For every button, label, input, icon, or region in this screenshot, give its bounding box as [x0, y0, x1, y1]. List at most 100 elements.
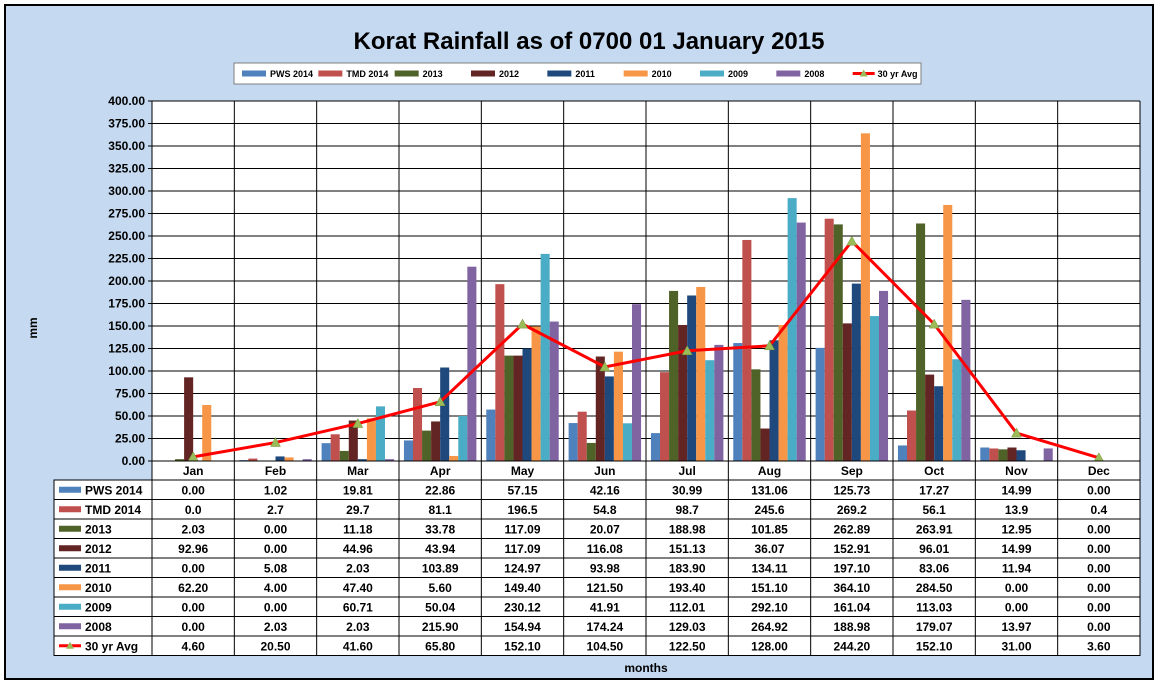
bar-2011 — [851, 283, 861, 461]
table-cell: 31.00 — [1001, 639, 1031, 653]
avg-point-marker — [846, 235, 858, 246]
table-row-label: 2012 — [85, 542, 112, 556]
y-axis-ticks: 0.00 25.00 50.00 75.00 100.00 125.00 150.00 175… — [108, 94, 145, 468]
avg-point-marker — [1011, 427, 1022, 438]
table-cell: 14.99 — [1001, 483, 1031, 497]
bar-2012 — [925, 374, 935, 461]
avg-point-marker — [270, 437, 281, 447]
bar-2011 — [1016, 450, 1026, 461]
table-cell: 22.86 — [425, 483, 455, 497]
legend-swatch — [394, 70, 419, 77]
bar-2008 — [549, 321, 559, 461]
table-cell: 11.18 — [343, 522, 373, 536]
table-cell: 152.91 — [833, 542, 870, 556]
x-tick-label: Apr — [430, 464, 451, 478]
bar-tmd-2014 — [742, 239, 752, 461]
table-cell: 188.98 — [669, 522, 706, 536]
bar-2008 — [302, 459, 312, 461]
table-cell: 4.00 — [264, 581, 288, 595]
legend-swatch — [623, 70, 648, 77]
table-row-label: 2011 — [85, 561, 111, 575]
bar-2012 — [595, 356, 605, 461]
table-cell: 2.03 — [346, 561, 370, 575]
chart-svg: Korat Rainfall as of 0700 01 January 201… — [26, 28, 1141, 675]
table-cell: 13.97 — [1001, 620, 1031, 634]
table-cell: 116.08 — [587, 542, 623, 556]
gridlines — [148, 100, 1141, 462]
x-tick-label: Nov — [1005, 464, 1028, 478]
legend-label: 2008 — [804, 69, 824, 79]
table-cell: 83.06 — [919, 561, 949, 575]
bar-tmd-2014 — [495, 284, 505, 461]
bar-2009 — [458, 415, 468, 461]
table-cell: 56.1 — [922, 503, 946, 517]
table-row-label: TMD 2014 — [85, 503, 141, 517]
table-cell: 292.10 — [751, 600, 788, 614]
bar-2011 — [275, 456, 285, 461]
table-cell: 96.01 — [919, 542, 949, 556]
y-tick-label: 400.00 — [108, 94, 145, 108]
bar-pws-2014 — [568, 423, 578, 461]
table-cell: 17.27 — [919, 483, 949, 497]
table-body-bg — [53, 479, 1141, 656]
bar-pws-2014 — [815, 347, 825, 461]
table-cell: 128.00 — [751, 639, 788, 653]
table-key-swatch — [59, 623, 81, 630]
table-cell: 129.03 — [669, 620, 706, 634]
x-tick-label: Jan — [183, 464, 204, 478]
legend-swatch — [242, 70, 266, 77]
x-axis-label: months — [624, 661, 668, 675]
table-cell: 19.81 — [343, 483, 373, 497]
bar-2010 — [449, 455, 459, 461]
y-tick-label: 175.00 — [108, 297, 145, 311]
table-key-marker — [66, 641, 74, 649]
bar-2013 — [422, 430, 432, 461]
avg-point-marker — [681, 345, 693, 355]
table-cell: 42.16 — [590, 483, 620, 497]
table-key-swatch — [59, 486, 81, 493]
table-cell: 30.99 — [672, 483, 702, 497]
table-cell: 11.94 — [1002, 561, 1032, 575]
table-cell: 2.03 — [264, 620, 288, 634]
table-cell: 161.04 — [833, 600, 870, 614]
bar-2013 — [586, 442, 596, 461]
bar-2013 — [751, 369, 761, 461]
x-tick-label: Feb — [265, 464, 286, 478]
bar-2012 — [431, 421, 441, 461]
bar-2010 — [696, 286, 706, 461]
table-cell: 0.00 — [1087, 561, 1111, 575]
table-cell: 36.07 — [754, 542, 784, 556]
table-row-label: 2010 — [85, 581, 112, 595]
chart-frame: Korat Rainfall as of 0700 01 January 201… — [4, 4, 1154, 680]
table-cell: 122.50 — [669, 639, 706, 653]
bar-2012 — [513, 355, 523, 461]
bar-2008 — [632, 304, 642, 461]
bar-2009 — [622, 423, 633, 461]
table-cell: 0.00 — [264, 542, 288, 556]
legend-swatch — [700, 70, 724, 77]
bar-2013 — [833, 224, 843, 461]
bar-2010 — [860, 133, 870, 461]
x-tick-label: Jul — [678, 464, 695, 478]
y-tick-label: 325.00 — [108, 162, 145, 176]
bar-2009 — [375, 406, 386, 461]
table-key-swatch — [59, 584, 81, 591]
table-cell: 264.92 — [751, 620, 788, 634]
table-cell: 44.96 — [343, 542, 373, 556]
bar-2012 — [678, 324, 688, 461]
x-tick-label: Oct — [924, 464, 944, 478]
legend-swatch — [471, 70, 495, 77]
table-cell: 262.89 — [833, 522, 870, 536]
table-key-swatch — [59, 525, 81, 532]
table-cell: 154.94 — [504, 620, 541, 634]
table-cell: 131.06 — [751, 483, 788, 497]
x-tick-label: Dec — [1088, 464, 1110, 478]
table-cell: 98.7 — [675, 503, 699, 517]
y-tick-label: 150.00 — [108, 319, 145, 333]
table-cell: 0.00 — [1087, 620, 1111, 634]
bar-pws-2014 — [650, 433, 660, 461]
y-tick-label: 25.00 — [115, 432, 145, 446]
table-cell: 13.9 — [1005, 503, 1029, 517]
table-cell: 65.80 — [425, 639, 455, 653]
table-key-swatch — [59, 506, 81, 513]
